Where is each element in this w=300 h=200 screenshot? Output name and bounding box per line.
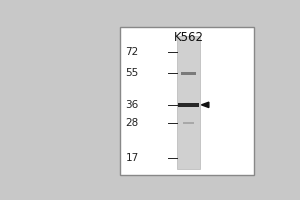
Bar bbox=[177, 36, 200, 169]
Text: 36: 36 bbox=[125, 100, 139, 110]
Text: K562: K562 bbox=[174, 31, 204, 44]
Text: 55: 55 bbox=[125, 68, 139, 78]
Bar bbox=[120, 27, 254, 175]
Bar bbox=[178, 103, 199, 107]
Text: 72: 72 bbox=[125, 47, 139, 57]
Bar bbox=[181, 72, 196, 75]
Bar bbox=[183, 122, 194, 124]
Text: 28: 28 bbox=[125, 118, 139, 128]
Text: 17: 17 bbox=[125, 153, 139, 163]
Polygon shape bbox=[201, 102, 209, 108]
